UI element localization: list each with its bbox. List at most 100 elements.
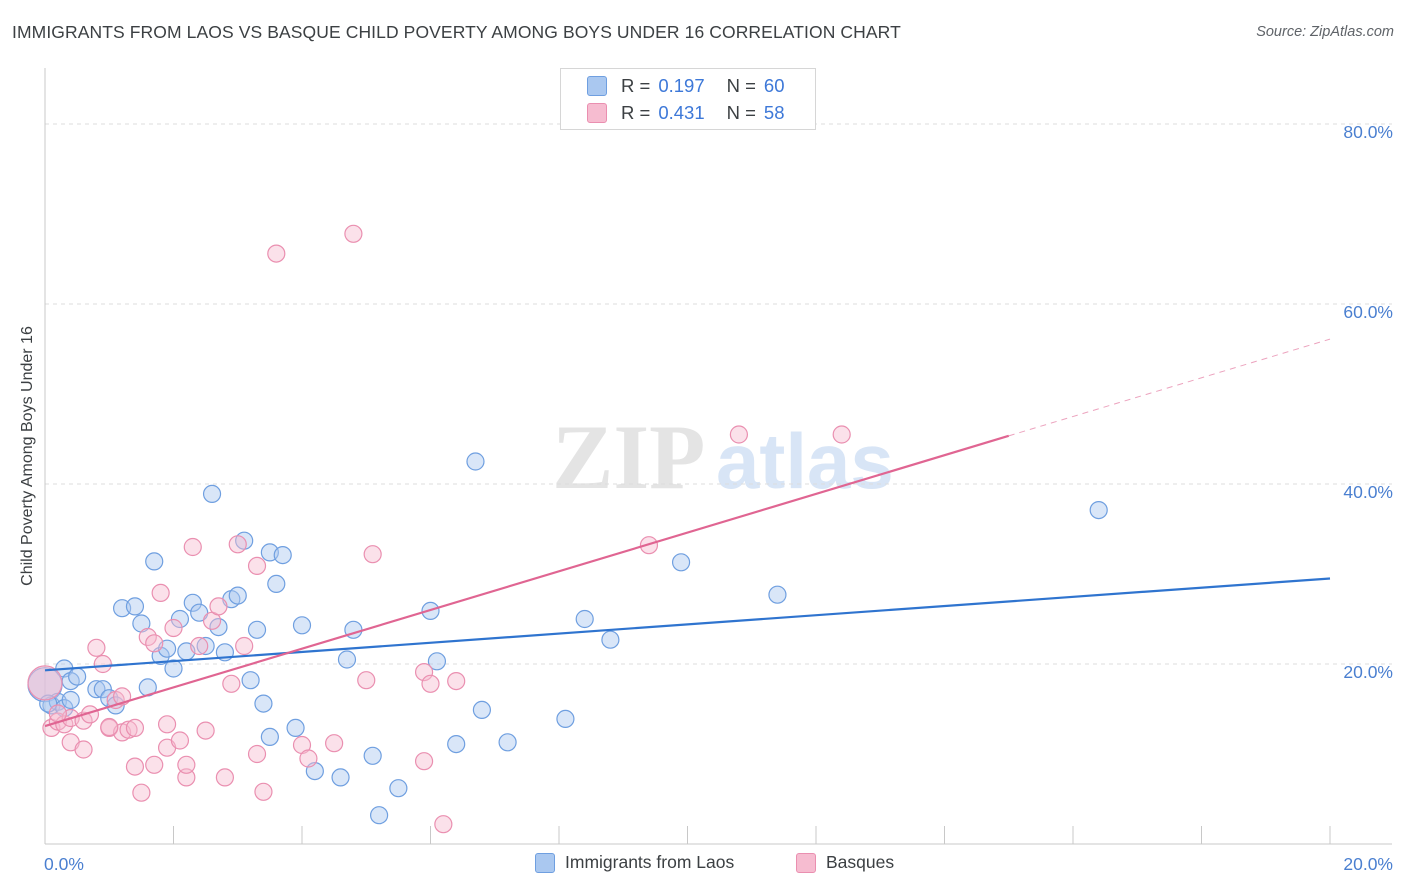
data-point-basques [132, 783, 151, 802]
trend-line-laos [44, 577, 1331, 672]
data-point-basques [87, 638, 106, 657]
data-point-basques [447, 671, 466, 691]
data-point-basques [254, 782, 273, 801]
y-tick-labels: 20.0% 40.0% 60.0% 80.0% [1343, 122, 1393, 682]
data-point-basques [235, 636, 254, 656]
data-point-laos [183, 593, 202, 612]
n-label: N = [726, 102, 756, 123]
trend-line-basques [44, 434, 1010, 728]
data-point-basques [151, 583, 170, 603]
y-tick-label: 60.0% [1343, 302, 1393, 322]
data-point-laos [466, 452, 485, 471]
data-point-laos [427, 652, 447, 671]
data-point-laos [337, 650, 357, 669]
data-point-basques [414, 662, 434, 682]
data-point-basques [832, 425, 851, 444]
data-point-basques [100, 717, 119, 737]
series-legend: Immigrants from Laos Basques [0, 852, 1406, 878]
trend-lines [44, 338, 1331, 728]
stats-row-basques: R = 0.431 N = 58 [587, 100, 785, 126]
data-point-laos [125, 597, 145, 616]
data-point-basques [164, 618, 183, 638]
data-point-laos [1089, 501, 1108, 520]
x-tick-label: 0.0% [44, 854, 84, 874]
data-point-basques [125, 718, 145, 738]
data-point-laos [247, 620, 267, 639]
data-point-basques [177, 768, 196, 787]
data-point-basques [729, 425, 749, 444]
data-point-laos [202, 484, 222, 503]
data-point-laos [370, 806, 389, 825]
chart-title: IMMIGRANTS FROM LAOS VS BASQUE CHILD POV… [12, 22, 901, 42]
r-value: 0.197 [658, 75, 705, 96]
data-point-basques [434, 815, 453, 834]
grid [45, 123, 1392, 665]
data-point-basques [125, 757, 145, 776]
data-point-laos [292, 616, 312, 635]
trend-line-basques-extrapolated [1008, 338, 1331, 437]
stats-legend: R = 0.197 N = 60 R = 0.431 N = 58 [560, 68, 816, 130]
data-point-laos [164, 659, 183, 678]
data-point-laos [363, 746, 382, 765]
data-point-laos [273, 545, 292, 565]
data-point-laos [601, 630, 620, 649]
x-tick-labels: 0.0% 20.0% [44, 854, 1393, 874]
data-point-basques [196, 721, 215, 740]
data-point-basques [344, 224, 363, 243]
source-label: Source: ZipAtlas.com [1256, 24, 1394, 40]
n-value: 60 [763, 75, 785, 96]
data-point-laos [267, 574, 286, 594]
data-point-basques [209, 597, 228, 616]
data-point-basques [421, 674, 440, 693]
data-point-basques [145, 634, 164, 653]
data-point-basques [325, 734, 344, 753]
data-point-basques [93, 654, 112, 674]
data-point-laos [575, 609, 594, 629]
data-point-basques [414, 752, 434, 771]
legend-item-basques: Basques [796, 852, 894, 873]
data-point-laos [498, 733, 517, 752]
legend-item-laos: Immigrants from Laos [535, 852, 734, 873]
data-point-laos [61, 690, 80, 710]
data-point-laos [190, 603, 209, 622]
data-point-basques [267, 244, 286, 263]
r-label: R = [621, 75, 651, 96]
y-tick-label: 80.0% [1343, 122, 1393, 142]
watermark-atlas: atlas [716, 417, 894, 505]
n-value: 58 [763, 102, 785, 123]
data-point-laos [68, 667, 87, 686]
data-point-basques [27, 665, 63, 701]
data-point-laos [196, 636, 215, 656]
data-point-laos [170, 609, 190, 629]
axes [44, 68, 1392, 845]
legend-swatch-pink [796, 852, 816, 873]
data-point-laos [768, 585, 787, 604]
data-point-basques [357, 671, 376, 690]
watermark-zip: ZIP [552, 406, 705, 508]
data-point-laos [286, 718, 305, 738]
data-point-basques [215, 768, 234, 787]
data-point-laos [87, 680, 106, 699]
legend-swatch-blue [535, 852, 555, 873]
legend-swatch-pink [587, 103, 607, 123]
data-point-basques [222, 674, 241, 693]
data-point-basques [145, 755, 164, 774]
data-point-laos [145, 552, 164, 571]
data-point-basques [170, 731, 190, 750]
data-point-basques [177, 755, 196, 774]
data-point-laos [241, 671, 260, 690]
legend-label-laos: Immigrants from Laos [565, 852, 735, 872]
x-tick-label: 20.0% [1343, 854, 1393, 874]
data-point-basques [119, 720, 138, 739]
y-tick-label: 40.0% [1343, 482, 1393, 502]
r-value: 0.431 [658, 102, 705, 123]
legend-swatch-blue [587, 76, 607, 96]
data-point-basques [183, 537, 202, 557]
data-point-basques [157, 715, 177, 734]
data-point-laos [447, 734, 466, 754]
series-basques [27, 224, 851, 834]
data-point-laos [93, 680, 112, 699]
data-point-laos [389, 779, 408, 798]
data-point-basques [363, 545, 382, 564]
